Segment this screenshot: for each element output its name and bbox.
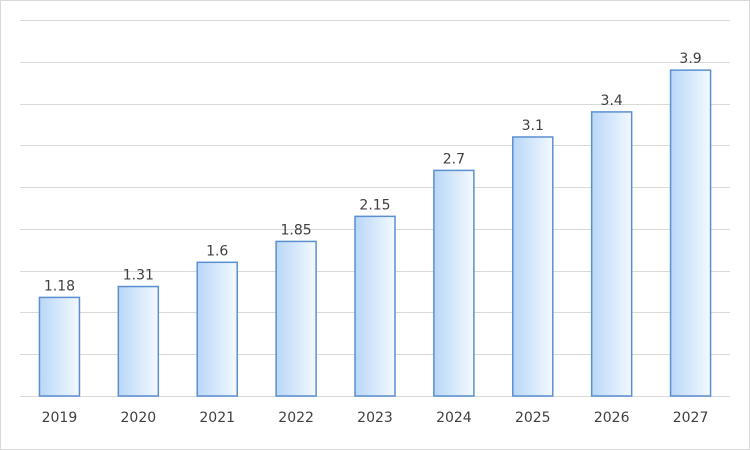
bar [512,136,554,397]
x-tick-label: 2021 [199,410,235,426]
x-tick-label: 2023 [357,410,393,426]
bar [433,169,475,397]
x-tick-label: 2027 [673,410,709,426]
value-label: 3.1 [522,118,544,134]
bar [38,296,81,397]
value-label: 1.85 [281,222,312,238]
x-tick-label: 2020 [121,410,157,426]
x-tick-label: 2019 [42,410,78,426]
value-label: 2.7 [443,151,465,167]
bar [275,240,317,397]
x-tick-label: 2026 [594,410,630,426]
value-label: 3.9 [679,51,701,67]
bar [354,215,396,397]
value-label: 1.18 [44,278,75,294]
x-tick-label: 2024 [436,410,472,426]
value-label: 1.6 [206,243,228,259]
value-label: 1.31 [123,268,154,284]
value-label: 2.15 [359,197,390,213]
value-label: 3.4 [601,93,623,109]
bar [669,69,712,397]
bar [117,285,160,397]
x-tick-label: 2022 [278,410,314,426]
x-tick-label: 2025 [515,410,551,426]
bar [196,261,238,397]
bar [590,111,633,397]
